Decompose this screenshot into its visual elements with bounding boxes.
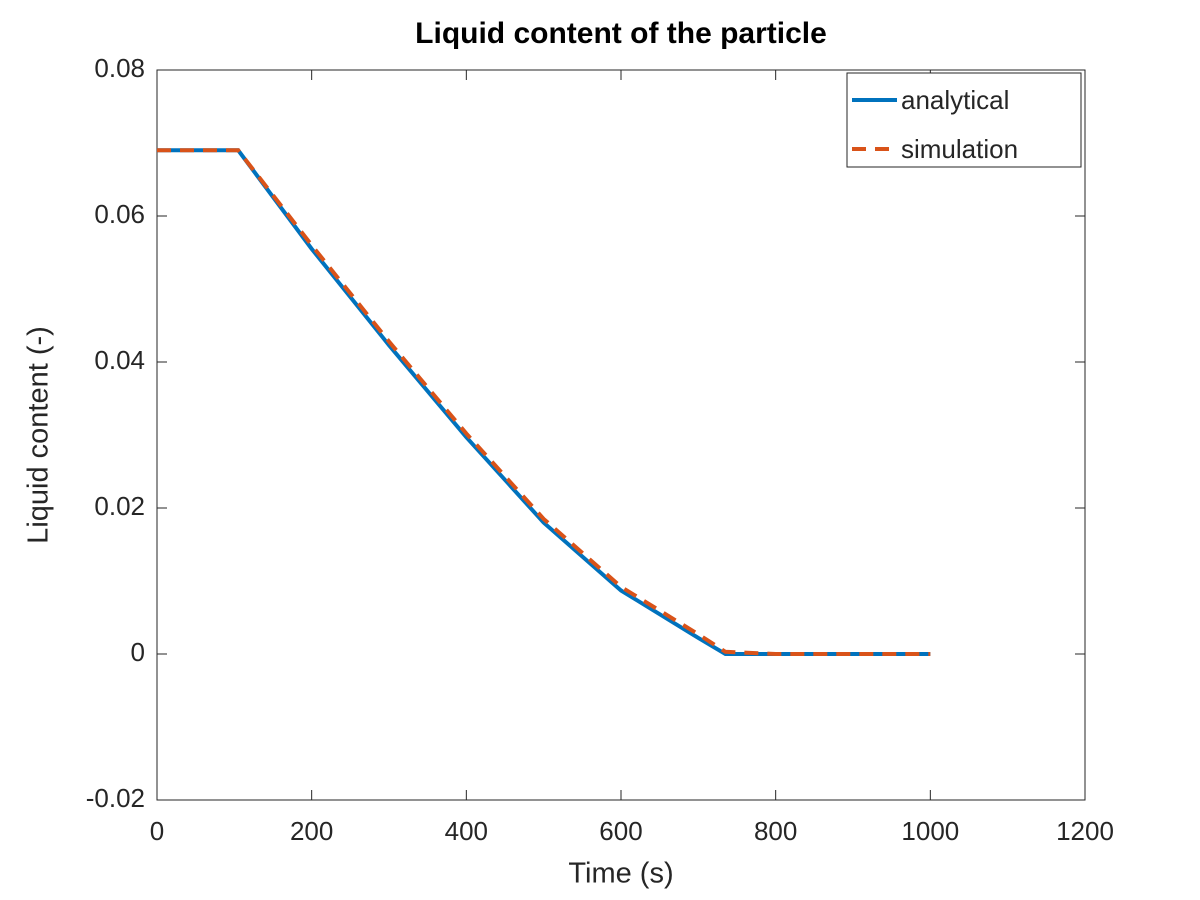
x-tick-label: 200 — [290, 816, 333, 846]
legend-box — [846, 72, 1082, 168]
x-tick-label: 800 — [754, 816, 797, 846]
x-tick-label: 0 — [150, 816, 164, 846]
x-tick-label: 1200 — [1056, 816, 1114, 846]
y-tick-label: 0.08 — [94, 53, 145, 83]
x-tick-label: 600 — [599, 816, 642, 846]
data-line — [157, 148, 931, 656]
chart-title: Liquid content of the particle — [415, 17, 827, 50]
x-tick-label: 400 — [445, 816, 488, 846]
x-tick-label: 1000 — [901, 816, 959, 846]
data-line — [157, 148, 931, 656]
y-axis-label: Liquid content (-) — [23, 326, 55, 544]
y-tick-label: 0.02 — [94, 491, 145, 521]
y-tick-label: -0.02 — [86, 783, 145, 813]
legend-label: analytical — [901, 85, 1009, 115]
x-axis-label: Time (s) — [568, 858, 673, 890]
plot-frame — [156, 69, 1086, 801]
legend-label: simulation — [901, 134, 1018, 164]
y-tick-label: 0.06 — [94, 199, 145, 229]
y-tick-label: 0.04 — [94, 345, 145, 375]
y-tick-label: 0 — [131, 637, 145, 667]
